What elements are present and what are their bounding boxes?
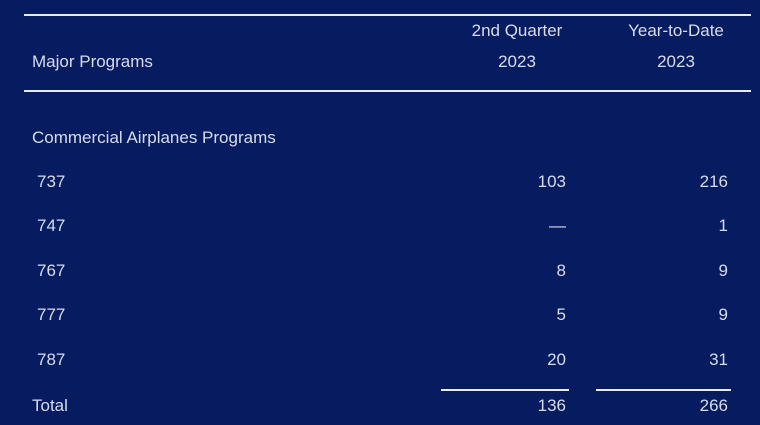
table-row-program: 747 — [37, 216, 66, 235]
quarter-total-rule — [441, 389, 569, 391]
table-row-program: 777 — [37, 305, 66, 324]
header-bottom-rule — [24, 90, 751, 92]
table-row-quarter-value: 20 — [547, 350, 566, 369]
section-title: Commercial Airplanes Programs — [32, 128, 276, 147]
table-row-ytd-value: 9 — [718, 305, 728, 324]
total-quarter-value: 136 — [537, 396, 566, 415]
major-programs-header: Major Programs — [32, 52, 153, 71]
table-row-quarter-value: 103 — [537, 172, 566, 191]
table-row-ytd-value: 31 — [709, 350, 728, 369]
table-row-quarter-value: — — [549, 216, 566, 235]
table-row-quarter-value: 8 — [556, 261, 566, 280]
table-row-program: 767 — [37, 261, 66, 280]
ytd-column-title: Year-to-Date — [628, 21, 724, 40]
quarter-column-title: 2nd Quarter — [471, 21, 563, 40]
ytd-column-year: 2023 — [657, 52, 695, 71]
total-ytd-value: 266 — [699, 396, 728, 415]
ytd-total-rule — [596, 389, 731, 391]
table-row-ytd-value: 216 — [699, 172, 728, 191]
quarter-column-year: 2023 — [498, 52, 536, 71]
table-row-ytd-value: 1 — [718, 216, 728, 235]
total-label: Total — [32, 396, 68, 415]
table-row-program: 737 — [37, 172, 66, 191]
table-row-quarter-value: 5 — [556, 305, 566, 324]
table-top-rule — [24, 14, 751, 16]
table-row-ytd-value: 9 — [718, 261, 728, 280]
table-row-program: 787 — [37, 350, 66, 369]
